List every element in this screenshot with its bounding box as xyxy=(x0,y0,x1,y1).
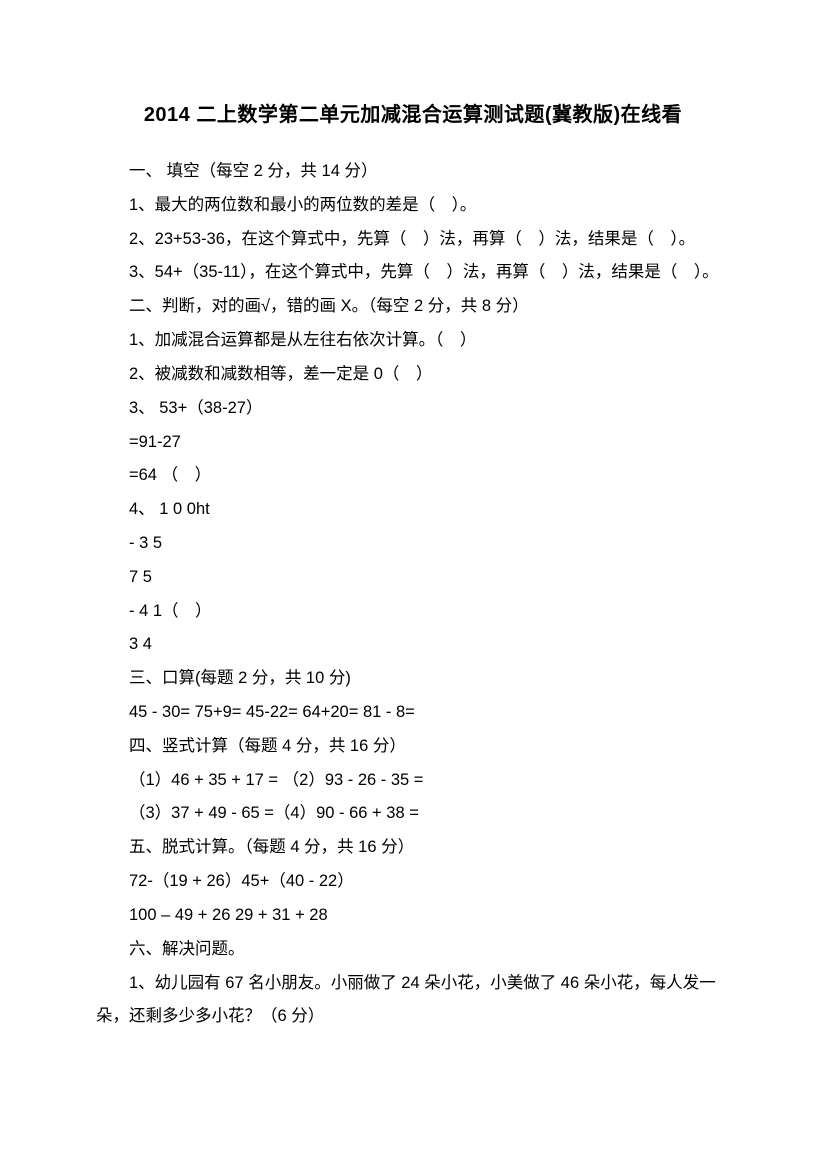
line-text: 2、23+53-36，在这个算式中，先算（ ）法，再算（ ）法，结果是（ ）。 xyxy=(129,230,695,248)
line-text: 1、幼儿园有 67 名小朋友。小丽做了 24 朵小花，小美做了 46 朵小花，每… xyxy=(96,974,716,1026)
body-line: 72-（19 + 26）45+（40 - 22） xyxy=(96,865,730,899)
body-line: 3、54+（35-11），在这个算式中，先算（ ）法，再算（ ）法，结果是（ ）… xyxy=(96,256,730,290)
body-line: （1）46 + 35 + 17 = （2）93 - 26 - 35 = xyxy=(96,764,730,798)
body-line: 1、最大的两位数和最小的两位数的差是（ ）。 xyxy=(96,189,730,223)
line-text: 3、54+（35-11），在这个算式中，先算（ ）法，再算（ ）法，结果是（ ）… xyxy=(129,263,719,281)
body-line: 45 - 30= 75+9= 45-22= 64+20= 81 - 8= xyxy=(96,696,730,730)
page-title: 2014 二上数学第二单元加减混合运算测试题(冀教版)在线看 xyxy=(96,98,730,127)
body-line: 100 – 49 + 26 29 + 31 + 28 xyxy=(96,899,730,933)
body-line: 四、竖式计算（每题 4 分，共 16 分） xyxy=(96,730,730,764)
body-line: 2、被减数和减数相等，差一定是 0（ ） xyxy=(96,358,730,392)
body-line: 4、 1 0 0ht xyxy=(96,493,730,527)
body-line: （3）37 + 49 - 65 =（4）90 - 66 + 38 = xyxy=(96,797,730,831)
body-line: 2、23+53-36，在这个算式中，先算（ ）法，再算（ ）法，结果是（ ）。 xyxy=(96,223,730,257)
body-line: 一、 填空（每空 2 分，共 14 分） xyxy=(96,155,730,189)
body-line: =91-27 xyxy=(96,426,730,460)
body-line: 六、解决问题。 xyxy=(96,933,730,967)
body-line: 1、幼儿园有 67 名小朋友。小丽做了 24 朵小花，小美做了 46 朵小花，每… xyxy=(96,967,730,1035)
body-line: 3 4 xyxy=(96,628,730,662)
body-line: 1、加减混合运算都是从左往右依次计算。（ ） xyxy=(96,324,730,358)
body-line: 三、口算(每题 2 分，共 10 分) xyxy=(96,662,730,696)
body-line: 3、 53+（38-27） xyxy=(96,392,730,426)
body-line: 7 5 xyxy=(96,561,730,595)
body-line: - 3 5 xyxy=(96,527,730,561)
body-line: =64 （ ） xyxy=(96,459,730,493)
body-line: 二、判断，对的画√，错的画 X。（每空 2 分，共 8 分） xyxy=(96,290,730,324)
body-line: 五、脱式计算。（每题 4 分，共 16 分） xyxy=(96,831,730,865)
body-line: - 4 1（ ） xyxy=(96,595,730,629)
